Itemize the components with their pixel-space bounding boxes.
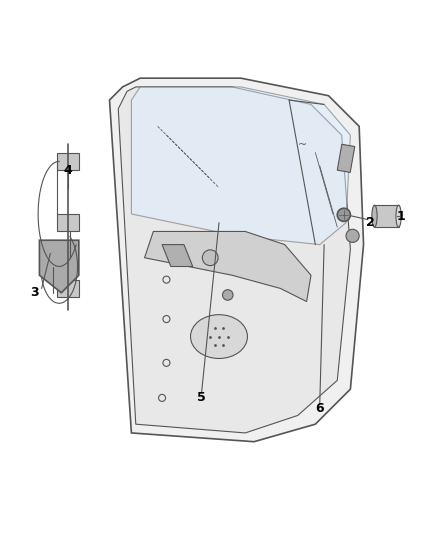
- Text: 2: 2: [366, 216, 374, 229]
- Ellipse shape: [396, 205, 401, 227]
- Text: 4: 4: [64, 164, 72, 176]
- Text: 5: 5: [197, 391, 206, 405]
- Text: 1: 1: [396, 209, 405, 223]
- Text: ~: ~: [297, 140, 307, 150]
- Ellipse shape: [191, 314, 247, 359]
- Circle shape: [223, 290, 233, 300]
- Polygon shape: [39, 240, 79, 293]
- Polygon shape: [145, 231, 311, 302]
- Circle shape: [202, 250, 218, 265]
- Text: 3: 3: [30, 286, 39, 300]
- Bar: [57, 214, 79, 231]
- Polygon shape: [162, 245, 193, 266]
- Bar: [57, 152, 79, 170]
- Polygon shape: [131, 87, 350, 245]
- Polygon shape: [118, 87, 350, 433]
- Bar: [374, 205, 399, 227]
- Bar: [57, 280, 79, 297]
- Circle shape: [337, 208, 350, 221]
- Bar: [337, 144, 355, 172]
- Polygon shape: [110, 78, 364, 442]
- Ellipse shape: [372, 205, 377, 227]
- Text: 6: 6: [315, 402, 324, 415]
- Circle shape: [346, 229, 359, 243]
